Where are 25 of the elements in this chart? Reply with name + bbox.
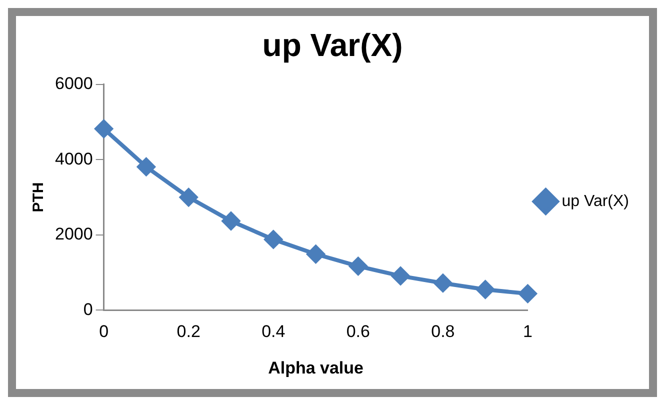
point [180, 188, 198, 206]
x-tick-label: 0.4 [262, 322, 286, 342]
point [434, 274, 452, 292]
point [476, 280, 494, 298]
point [306, 245, 325, 264]
point [349, 257, 368, 276]
y-tick-label: 0 [83, 300, 93, 319]
point [392, 266, 410, 285]
point [518, 284, 537, 303]
x-axis-title: Alpha value [268, 358, 364, 378]
x-tick-label: 0.8 [431, 322, 455, 342]
x-tick-label: 0.2 [176, 322, 200, 342]
y-axis-title: PTH [30, 182, 48, 212]
y-tick-label: 2000 [54, 224, 93, 244]
point [264, 230, 282, 248]
chart-title: up Var(X) [262, 27, 403, 64]
y-tick-label: 6000 [54, 74, 93, 94]
x-tick-label: 0 [99, 322, 109, 342]
x-tick-label: 1 [522, 322, 532, 342]
point [137, 158, 156, 176]
x-tick-label: 0.6 [346, 322, 370, 342]
y-tick-label: 4000 [54, 149, 93, 168]
point [94, 120, 113, 138]
point [222, 212, 240, 230]
legend-label: up Var(X) [562, 192, 629, 210]
